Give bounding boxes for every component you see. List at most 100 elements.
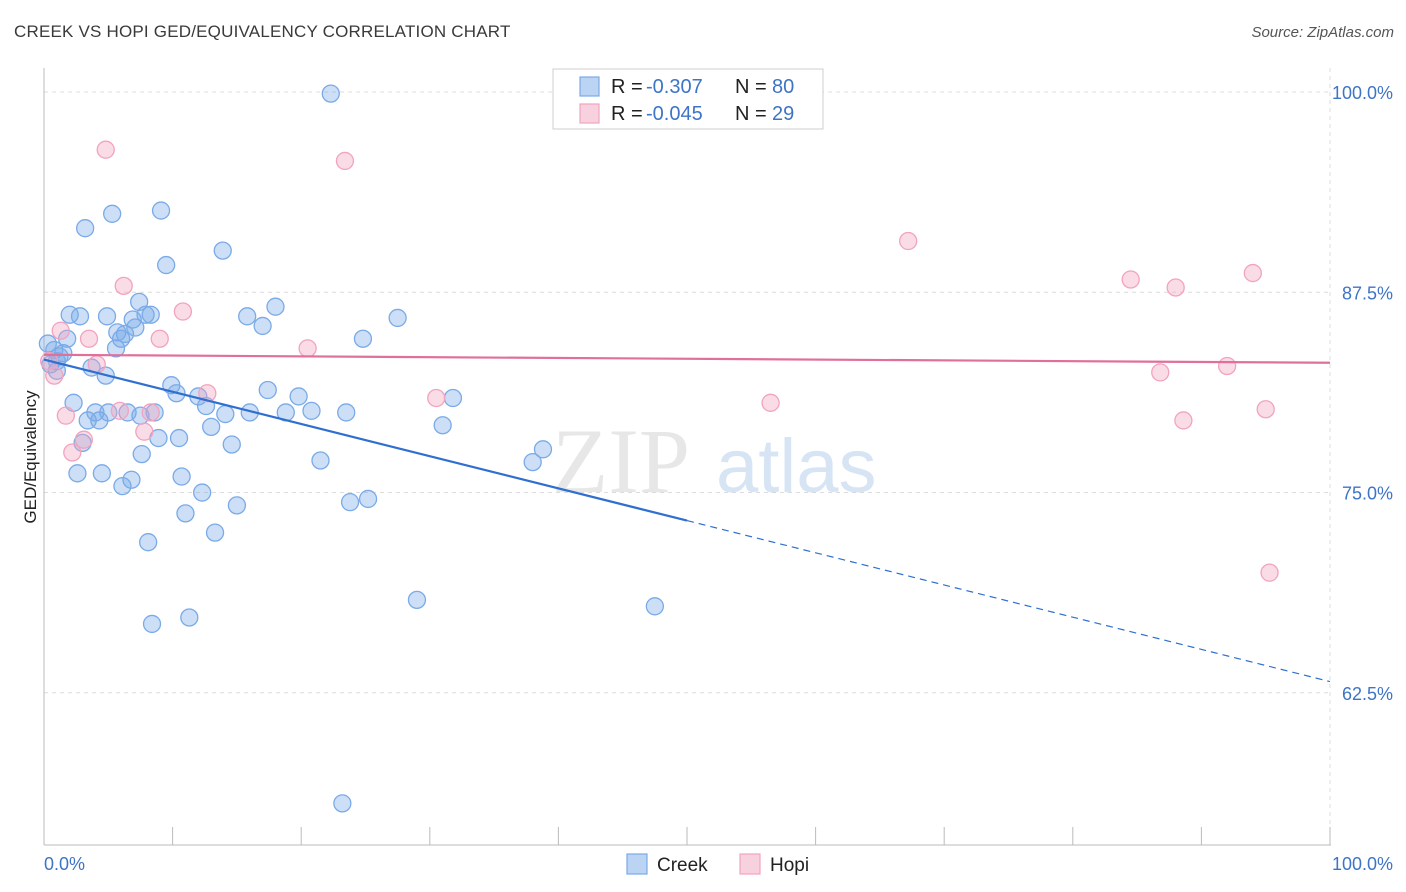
creek-point xyxy=(126,318,145,337)
creek-point xyxy=(132,444,151,464)
creek-point xyxy=(407,590,427,610)
x-tick-label: 100.0% xyxy=(1332,854,1393,874)
y-axis-title: GED/Equivalency xyxy=(21,390,40,524)
creek-point xyxy=(176,504,195,523)
creek-point xyxy=(388,308,407,328)
creek-point xyxy=(99,403,118,422)
hopi-point xyxy=(761,393,780,412)
hopi-point xyxy=(150,329,169,348)
creek-point xyxy=(193,483,212,502)
legend-swatch-hopi xyxy=(579,103,600,124)
creek-point xyxy=(76,219,95,238)
creek-point xyxy=(321,84,340,103)
creek-point xyxy=(523,452,542,472)
creek-point xyxy=(227,496,247,515)
creek-trend-line xyxy=(43,358,688,522)
hopi-point xyxy=(135,422,154,441)
creek-trend-extension xyxy=(686,520,1331,683)
creek-point xyxy=(443,388,463,408)
hopi-point xyxy=(63,443,82,462)
creek-point xyxy=(169,428,189,448)
creek-point xyxy=(358,489,378,509)
creek-point xyxy=(213,241,232,260)
hopi-point xyxy=(335,151,355,171)
creek-point xyxy=(302,401,321,420)
hopi-point xyxy=(110,401,130,420)
legend-r-value: -0.045 xyxy=(646,103,703,125)
hopi-point xyxy=(96,140,115,159)
legend-r-value: -0.307 xyxy=(646,76,703,98)
hopi-point xyxy=(1256,400,1275,419)
creek-point xyxy=(258,380,277,400)
hopi-point xyxy=(56,406,76,425)
creek-point xyxy=(106,339,126,358)
watermark-atlas: atlas xyxy=(716,424,877,509)
legend: R = -0.307 N = 80 R = -0.045 N = 29 xyxy=(552,68,824,130)
creek-point xyxy=(139,533,158,552)
creek-point xyxy=(205,523,225,542)
series-hopi xyxy=(39,140,1279,582)
hopi-trend-line xyxy=(43,353,1331,364)
creek-point xyxy=(103,204,122,223)
axes xyxy=(43,68,1331,846)
hopi-point xyxy=(427,388,446,408)
creek-point xyxy=(433,416,452,435)
hopi-point xyxy=(1151,363,1170,382)
creek-point xyxy=(333,794,352,813)
creek-point xyxy=(311,451,330,470)
data-points xyxy=(38,84,1279,813)
y-tick-label: 87.5% xyxy=(1342,283,1393,303)
x-tick-label: 0.0% xyxy=(44,854,85,874)
hopi-point xyxy=(1260,563,1279,582)
legend-r-label: R = xyxy=(611,76,643,98)
hopi-point xyxy=(173,302,193,321)
bottom-legend-label-creek: Creek xyxy=(657,855,708,876)
y-tick-label: 100.0% xyxy=(1332,83,1393,103)
creek-point xyxy=(340,493,360,512)
creek-point xyxy=(180,608,199,627)
creek-point xyxy=(645,597,664,616)
legend-swatch-creek xyxy=(579,76,600,97)
creek-point xyxy=(533,440,553,459)
creek-point xyxy=(122,470,141,489)
watermark-zip: ZIP xyxy=(552,410,690,512)
hopi-point xyxy=(1174,411,1193,430)
hopi-point xyxy=(298,339,317,358)
creek-point xyxy=(113,476,132,496)
y-tick-labels: 62.5% 75.0% 87.5% 100.0% xyxy=(1332,83,1393,704)
creek-point xyxy=(115,324,135,344)
legend-n-value: 80 xyxy=(772,76,794,98)
hopi-point xyxy=(198,384,217,403)
creek-point xyxy=(68,464,87,483)
creek-point xyxy=(266,297,285,316)
hopi-point xyxy=(114,276,133,296)
legend-n-label: N = xyxy=(735,103,767,125)
chart-title: CREEK VS HOPI GED/EQUIVALENCY CORRELATIO… xyxy=(14,22,511,41)
creek-point xyxy=(92,464,112,483)
creek-point xyxy=(172,467,191,486)
hopi-point xyxy=(74,430,94,449)
hopi-point xyxy=(51,321,70,340)
creek-point xyxy=(289,387,308,406)
creek-point xyxy=(353,329,373,348)
creek-point xyxy=(136,305,155,324)
hopi-point xyxy=(1121,270,1140,289)
creek-point xyxy=(70,307,90,326)
bottom-legend-label-hopi: Hopi xyxy=(770,855,809,876)
hopi-point xyxy=(1243,263,1262,283)
bottom-legend-swatch-hopi xyxy=(739,853,761,875)
trend-lines xyxy=(43,353,1331,683)
creek-point xyxy=(238,307,257,326)
hopi-point xyxy=(79,329,99,348)
hopi-point xyxy=(1166,278,1185,297)
y-tick-label: 75.0% xyxy=(1342,484,1393,504)
creek-point xyxy=(216,404,235,424)
creek-point xyxy=(141,305,160,324)
creek-point xyxy=(157,255,176,275)
bottom-legend: Creek Hopi xyxy=(626,853,809,876)
y-tick-label: 62.5% xyxy=(1342,684,1393,704)
creek-point xyxy=(151,201,171,220)
watermark: ZIP atlas xyxy=(552,410,877,512)
creek-point xyxy=(145,403,164,422)
